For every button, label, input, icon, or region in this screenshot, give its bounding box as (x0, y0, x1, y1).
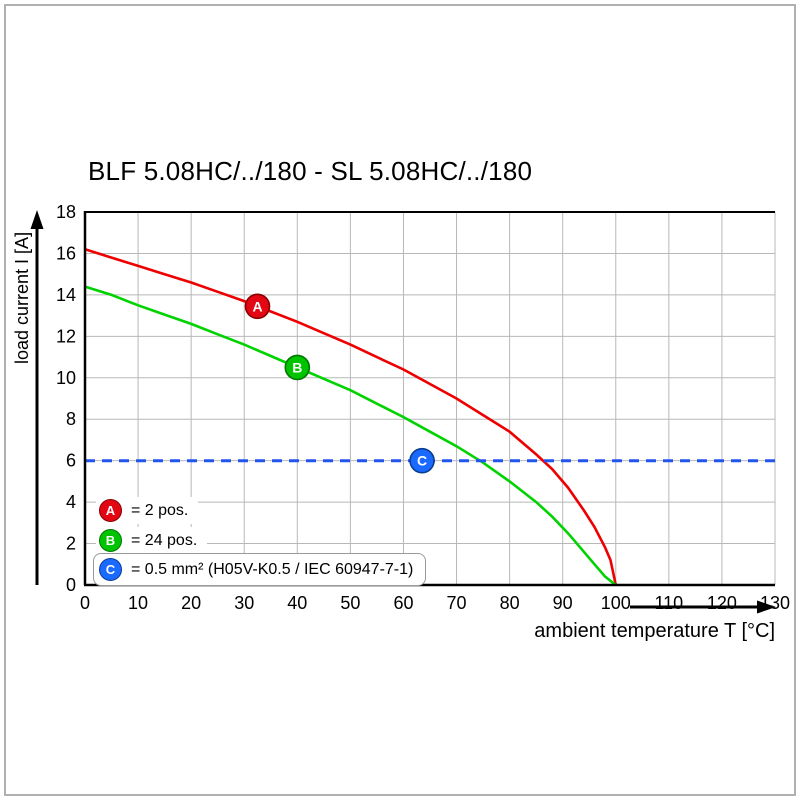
svg-text:100: 100 (601, 593, 631, 613)
svg-text:B: B (292, 359, 302, 375)
legend-letter-b: B (105, 533, 116, 548)
svg-text:60: 60 (393, 593, 413, 613)
svg-text:10: 10 (128, 593, 148, 613)
svg-text:10: 10 (56, 368, 76, 388)
svg-text:50: 50 (340, 593, 360, 613)
svg-text:C: C (417, 453, 427, 469)
legend-item-wire-limit: C = 0.5 mm² (H05V-K0.5 / IEC 60947-7-1) (93, 553, 427, 586)
svg-text:110: 110 (654, 593, 683, 613)
svg-text:20: 20 (181, 593, 201, 613)
x-axis-label: ambient temperature T [°C] (534, 620, 775, 642)
svg-text:18: 18 (56, 202, 76, 222)
svg-text:16: 16 (56, 243, 76, 263)
svg-text:0: 0 (80, 593, 90, 613)
svg-text:12: 12 (56, 326, 76, 346)
svg-text:30: 30 (234, 593, 254, 613)
svg-text:0: 0 (66, 575, 76, 595)
legend-marker-b-icon: B (99, 529, 122, 552)
svg-text:A: A (252, 298, 262, 314)
legend-marker-a-icon: A (99, 499, 122, 522)
legend-label-c: = 0.5 mm² (H05V-K0.5 / IEC 60947-7-1) (131, 560, 414, 578)
legend-item-2pos: A = 2 pos. (96, 497, 199, 524)
legend-label-b: = 24 pos. (131, 531, 198, 549)
svg-text:80: 80 (500, 593, 520, 613)
chart-title: BLF 5.08HC/../180 - SL 5.08HC/../180 (88, 156, 533, 186)
svg-text:70: 70 (447, 593, 467, 613)
svg-text:4: 4 (66, 492, 76, 512)
legend-item-24pos: B = 24 pos. (96, 527, 208, 554)
svg-text:8: 8 (66, 409, 76, 429)
svg-text:2: 2 (66, 534, 76, 554)
legend-letter-a: A (105, 503, 116, 518)
legend-label-a: = 2 pos. (131, 501, 189, 519)
svg-text:120: 120 (707, 593, 737, 613)
svg-text:40: 40 (287, 593, 307, 613)
svg-text:90: 90 (553, 593, 573, 613)
svg-text:6: 6 (66, 451, 76, 471)
svg-text:14: 14 (56, 285, 76, 305)
legend-marker-c-icon: C (99, 558, 122, 581)
legend-letter-c: C (105, 562, 116, 577)
